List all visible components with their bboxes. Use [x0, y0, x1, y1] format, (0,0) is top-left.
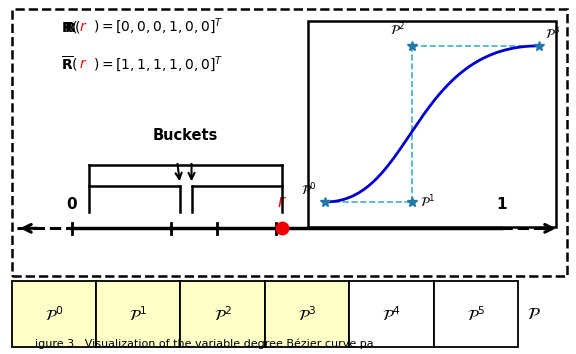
Bar	[308, 21, 556, 227]
Text: $\mathcal{P}^0$: $\mathcal{P}^0$	[301, 182, 316, 198]
Text: $\mathbf{R}($: $\mathbf{R}($	[60, 18, 78, 35]
Text: $\mathcal{P}$: $\mathcal{P}$	[527, 305, 541, 323]
Bar	[180, 281, 265, 347]
Text: $\mathcal{P}^5$: $\mathcal{P}^5$	[467, 305, 485, 324]
Text: $) = [0,0,0,1,0,0]^T$: $) = [0,0,0,1,0,0]^T$	[93, 17, 224, 36]
Text: igure 3.  Visualization of the variable degree Bézier curve pa: igure 3. Visualization of the variable d…	[35, 338, 373, 349]
Text: $\mathcal{P}^4$: $\mathcal{P}^4$	[382, 305, 401, 324]
Text: $r$: $r$	[79, 19, 88, 34]
Text: $\mathcal{P}^1$: $\mathcal{P}^1$	[420, 194, 435, 210]
Bar	[434, 281, 518, 347]
Text: $) = [1,1,1,1,0,0]^T$: $) = [1,1,1,1,0,0]^T$	[93, 54, 224, 74]
Text: $\mathcal{P}^1$: $\mathcal{P}^1$	[129, 305, 147, 324]
Text: $r$: $r$	[278, 193, 287, 211]
Text: $\mathcal{P}^3$: $\mathcal{P}^3$	[545, 26, 561, 42]
Text: $\mathcal{P}^2$: $\mathcal{P}^2$	[390, 22, 406, 39]
Bar	[265, 281, 350, 347]
Text: $\mathcal{P}^0$: $\mathcal{P}^0$	[44, 305, 63, 324]
Text: 1: 1	[496, 198, 506, 212]
Bar	[350, 281, 434, 347]
Text: 0: 0	[67, 198, 77, 212]
Text: $\mathcal{P}^3$: $\mathcal{P}^3$	[298, 305, 316, 324]
Bar	[96, 281, 180, 347]
Text: $\overline{\mathbf{R}}($: $\overline{\mathbf{R}}($	[60, 55, 78, 73]
Text: $\mathcal{P}^2$: $\mathcal{P}^2$	[214, 305, 232, 324]
Text: $\mathbf{R}($: $\mathbf{R}($	[63, 18, 81, 35]
Text: $r$: $r$	[79, 57, 88, 71]
Text: Buckets: Buckets	[153, 129, 218, 143]
Bar	[12, 281, 96, 347]
